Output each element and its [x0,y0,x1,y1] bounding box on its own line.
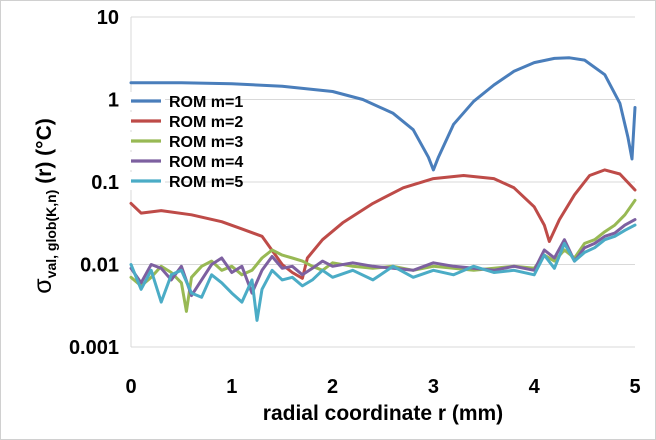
legend-label: ROM m=1 [169,94,243,111]
y-tick-label: 0.001 [69,337,119,359]
legend-label: ROM m=3 [169,134,243,151]
y-axis-title-sigma: σ [29,278,57,294]
y-tick-label: 1 [108,90,119,112]
y-axis-title: σval, glob(K,n) (r) (°C) [29,118,59,294]
y-axis-title-subscript: val, glob(K,n) [43,190,59,279]
series-line-m3 [129,198,637,313]
series-lines [129,56,637,322]
legend: ROM m=1 ROM m=2 ROM m=3 ROM m=4 ROM m=5 [129,92,243,191]
y-axis-title-rest: (r) (°C) [33,118,56,189]
y-tick-label: 0.1 [91,172,119,194]
legend-label: ROM m=4 [169,154,243,171]
y-tick-labels: 0.001 0.01 0.1 1 10 [69,7,119,359]
x-tick-label: 0 [125,376,136,398]
series-line-m5 [129,223,637,322]
y-tick-label: 10 [97,7,119,29]
x-tick-labels: 0 1 2 3 4 5 [125,376,640,398]
x-tick-label: 4 [529,376,541,398]
x-tick-label: 3 [428,376,439,398]
x-tick-label: 2 [327,376,338,398]
legend-label: ROM m=5 [169,174,243,191]
x-tick-label: 5 [629,376,640,398]
x-axis-title: radial coordinate r (mm) [263,402,503,425]
y-tick-label: 0.01 [80,255,119,277]
x-tick-label: 1 [226,376,237,398]
series-line-m1 [129,56,637,172]
series-line-m2 [129,168,637,280]
legend-label: ROM m=2 [169,114,243,131]
